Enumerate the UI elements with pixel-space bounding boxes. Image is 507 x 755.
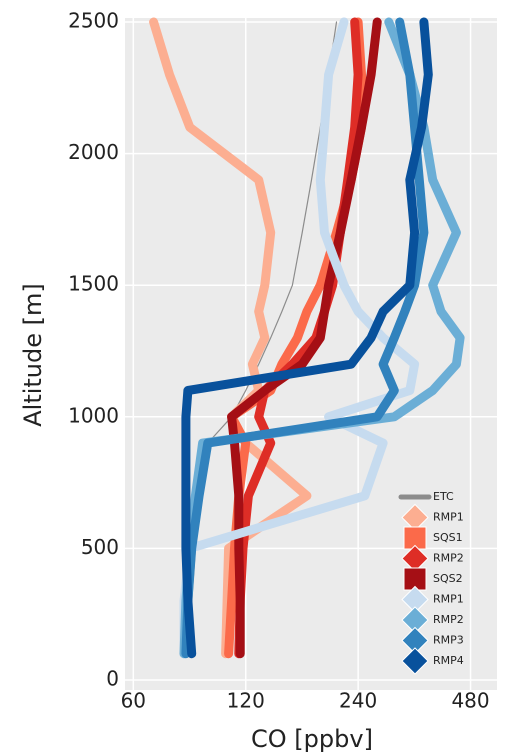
x-tick-label: 240	[339, 689, 377, 713]
y-tick-label: 1000	[68, 403, 119, 427]
x-tick-label: 480	[451, 689, 489, 713]
y-tick-label: 0	[106, 667, 119, 691]
profile-line	[234, 17, 363, 659]
legend-label: RMP2	[433, 552, 464, 565]
legend-label: ETC	[433, 490, 454, 503]
legend-label: RMP3	[433, 634, 464, 647]
y-tick-label: 2500	[68, 9, 119, 33]
y-tick-label: 2000	[68, 140, 119, 164]
x-tick-label: 120	[227, 689, 265, 713]
y-axis-label: Altitude [m]	[19, 283, 47, 427]
y-tick-label: 1500	[68, 272, 119, 296]
profile-line	[181, 17, 433, 659]
y-tick-label: 500	[81, 535, 119, 559]
legend-label: RMP1	[433, 511, 464, 524]
legend-label: RMP1	[433, 593, 464, 606]
x-tick-label: 60	[121, 689, 146, 713]
legend-label: SQS1	[433, 531, 463, 544]
profile-line	[227, 17, 382, 659]
legend-label: RMP2	[433, 613, 464, 626]
legend-label: RMP4	[433, 654, 464, 667]
legend-label: SQS2	[433, 572, 463, 585]
legend-key	[401, 647, 429, 675]
legend: ETC RMP1 SQS1 RMP2 SQS2 RMP1 RMP2 RMP3 RMP4	[398, 490, 464, 675]
profile-line	[179, 17, 420, 659]
x-axis-label: CO [ppbv]	[251, 725, 373, 753]
profiles	[149, 17, 465, 659]
